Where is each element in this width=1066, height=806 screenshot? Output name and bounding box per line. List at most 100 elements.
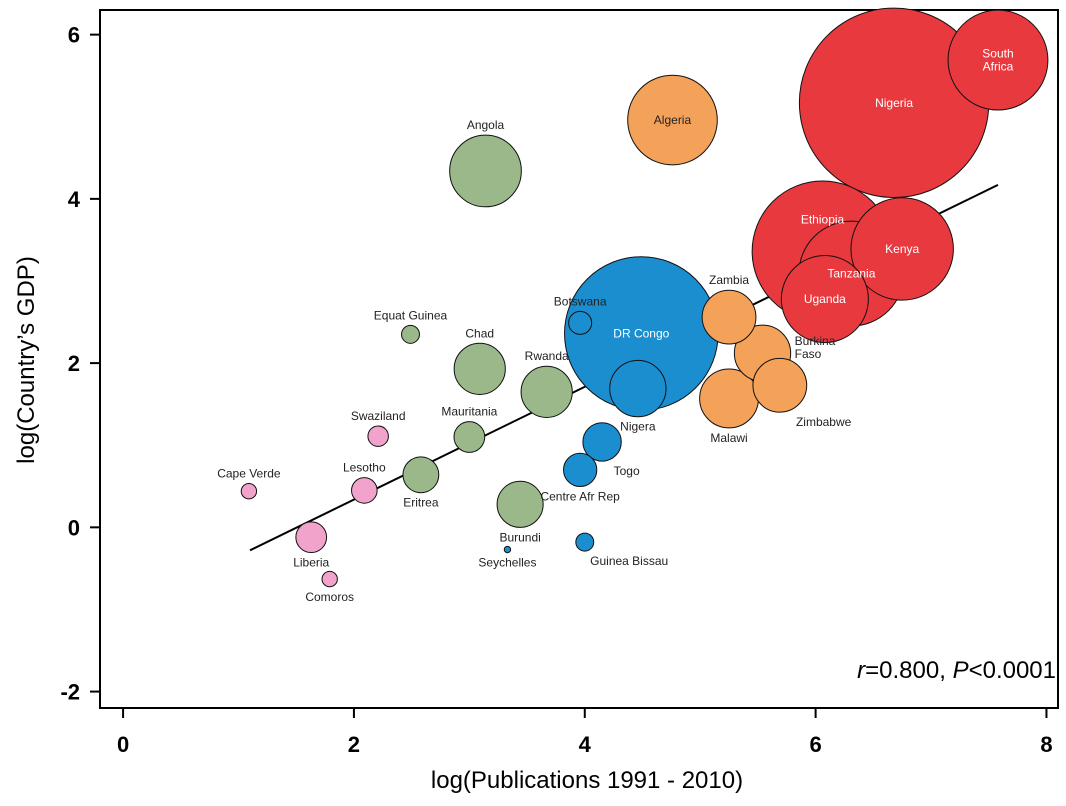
point-label-line: Eritrea <box>403 496 439 510</box>
stat-p-symbol: P <box>953 657 969 684</box>
point-label-line: Zimbabwe <box>796 415 852 429</box>
stat-r-symbol: r <box>857 657 866 684</box>
point-label-burkina-faso: Burkina Faso <box>795 334 836 361</box>
x-tick-label-2: 4 <box>579 732 592 757</box>
point-label-dr-congo: DR Congo <box>613 327 669 341</box>
point-eritrea <box>402 456 440 494</box>
point-label-line: Africa <box>983 60 1014 74</box>
point-label-tanzania: Tanzania <box>827 267 875 281</box>
data-labels: Nigeria South Africa Ethiopia Kenya Tanzania U… <box>217 47 1013 604</box>
y-tick-label-1: 0 <box>68 515 80 540</box>
y-tick-label-4: 6 <box>68 23 80 48</box>
point-label-line: Seychelles <box>478 556 536 570</box>
point-label-guinea-bissau: Guinea Bissau <box>590 554 668 568</box>
point-label-line: Zambia <box>709 273 749 287</box>
point-label-uganda: Uganda <box>804 292 846 306</box>
point-label-line: Botswana <box>554 294 607 308</box>
plot-frame <box>99 9 1059 709</box>
x-tick-label-3: 6 <box>809 732 821 757</box>
point-label-malawi: Malawi <box>710 431 747 445</box>
point-zambia <box>701 289 757 345</box>
point-label-chad: Chad <box>465 326 494 340</box>
point-label-line: Rwanda <box>525 349 569 363</box>
point-label-line: Tanzania <box>827 267 875 281</box>
point-centre-afr-rep <box>563 452 598 487</box>
point-cape-verde <box>240 483 258 500</box>
point-label-line: South <box>982 47 1013 61</box>
point-liberia <box>295 521 328 554</box>
point-label-comoros: Comoros <box>305 590 354 604</box>
point-label-line: Burundi <box>499 530 540 544</box>
point-label-line: Cape Verde <box>217 467 281 481</box>
point-angola <box>449 134 522 208</box>
y-axis-title: log(Country’s GDP) <box>13 256 40 464</box>
point-label-line: Faso <box>795 347 822 361</box>
point-label-lesotho: Lesotho <box>343 461 386 475</box>
x-tick-label-0: 0 <box>117 732 129 757</box>
point-nigera <box>609 359 667 418</box>
point-label-line: Equat Guinea <box>374 308 448 322</box>
point-label-centre-afr-rep: Centre Afr Rep <box>540 489 620 503</box>
x-axis-title: log(Publications 1991 - 2010) <box>431 767 743 794</box>
point-label-line: Chad <box>465 326 494 340</box>
point-label-botswana: Botswana <box>554 294 607 308</box>
point-label-south-africa: South Africa <box>982 47 1013 74</box>
point-togo <box>582 422 622 462</box>
point-burundi <box>496 480 544 528</box>
point-label-seychelles: Seychelles <box>478 556 536 570</box>
point-label-togo: Togo <box>614 464 640 478</box>
point-south-africa <box>947 9 1049 111</box>
point-label-kenya: Kenya <box>885 242 919 256</box>
point-label-nigera: Nigera <box>620 420 656 434</box>
point-uganda <box>780 255 869 344</box>
point-kenya <box>850 197 954 301</box>
point-label-line: Guinea Bissau <box>590 554 668 568</box>
x-axis: 0 2 4 6 8 <box>117 708 1053 757</box>
point-label-cape-verde: Cape Verde <box>217 467 281 481</box>
point-label-burundi: Burundi <box>499 530 540 544</box>
point-label-line: Angola <box>467 118 505 132</box>
point-label-angola: Angola <box>467 118 505 132</box>
point-botswana <box>568 310 593 335</box>
point-label-line: Burkina <box>795 334 836 348</box>
point-label-rwanda: Rwanda <box>525 349 569 363</box>
point-label-mauritania: Mauritania <box>441 405 497 419</box>
point-label-line: Liberia <box>293 556 329 570</box>
point-label-line: Kenya <box>885 242 919 256</box>
point-seychelles <box>503 545 512 554</box>
point-label-line: Nigeria <box>875 96 913 110</box>
point-label-zambia: Zambia <box>709 273 749 287</box>
point-algeria <box>627 74 718 166</box>
point-label-line: Lesotho <box>343 461 386 475</box>
point-swaziland <box>367 425 389 447</box>
x-tick-label-1: 2 <box>348 732 360 757</box>
point-label-line: Ethiopia <box>801 213 845 227</box>
point-label-line: Centre Afr Rep <box>540 489 620 503</box>
point-lesotho <box>351 477 378 504</box>
point-label-line: Togo <box>614 464 640 478</box>
point-guinea-bissau <box>575 532 595 552</box>
point-zimbabwe <box>752 357 808 413</box>
point-label-line: Uganda <box>804 292 846 306</box>
point-mauritania <box>453 421 486 453</box>
stat-p-value: <0.0001 <box>969 657 1056 684</box>
stat-annotation: r=0.800, P<0.0001 <box>857 657 1056 684</box>
point-comoros <box>321 570 338 588</box>
point-rwanda <box>520 365 573 418</box>
stat-r-value: =0.800, <box>865 657 952 684</box>
point-label-line: Algeria <box>654 113 692 127</box>
point-label-line: Comoros <box>305 590 354 604</box>
point-label-equat-guinea: Equat Guinea <box>374 308 448 322</box>
y-tick-label-0: -2 <box>60 680 80 705</box>
point-label-algeria: Algeria <box>654 113 692 127</box>
point-label-ethiopia: Ethiopia <box>801 213 845 227</box>
point-label-zimbabwe: Zimbabwe <box>796 415 852 429</box>
y-tick-label-2: 2 <box>68 351 80 376</box>
point-label-swaziland: Swaziland <box>351 409 406 423</box>
point-label-line: Malawi <box>710 431 747 445</box>
y-tick-label-3: 4 <box>68 187 81 212</box>
point-label-line: Nigera <box>620 420 656 434</box>
y-axis: -2 0 2 4 6 <box>60 23 100 705</box>
